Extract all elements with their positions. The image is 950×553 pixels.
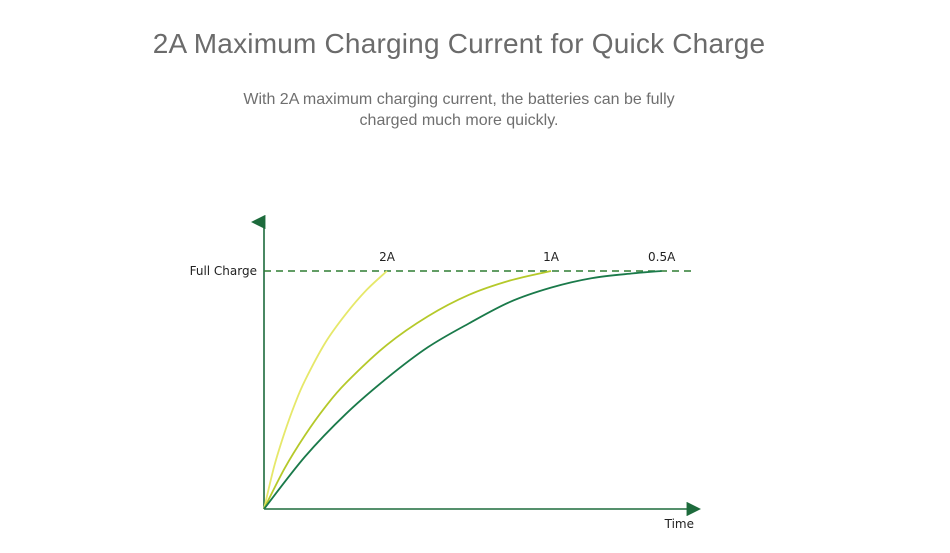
series-label-1A: 1A [543,250,560,264]
subtitle-line-1: With 2A maximum charging current, the ba… [243,91,675,108]
series-label-2A: 2A [379,250,396,264]
page-subtitle: With 2A maximum charging current, the ba… [0,89,918,131]
series-line-0_5A [263,270,662,510]
page-title: 2A Maximum Charging Current for Quick Ch… [152,28,766,59]
x-axis-label: Time [664,517,694,531]
subtitle-line-2: charged much more quickly. [359,112,559,129]
series-label-0_5A: 0.5A [648,250,676,264]
series-line-1A [263,270,552,510]
series-line-2A [263,270,388,510]
full-charge-label: Full Charge [190,264,257,278]
